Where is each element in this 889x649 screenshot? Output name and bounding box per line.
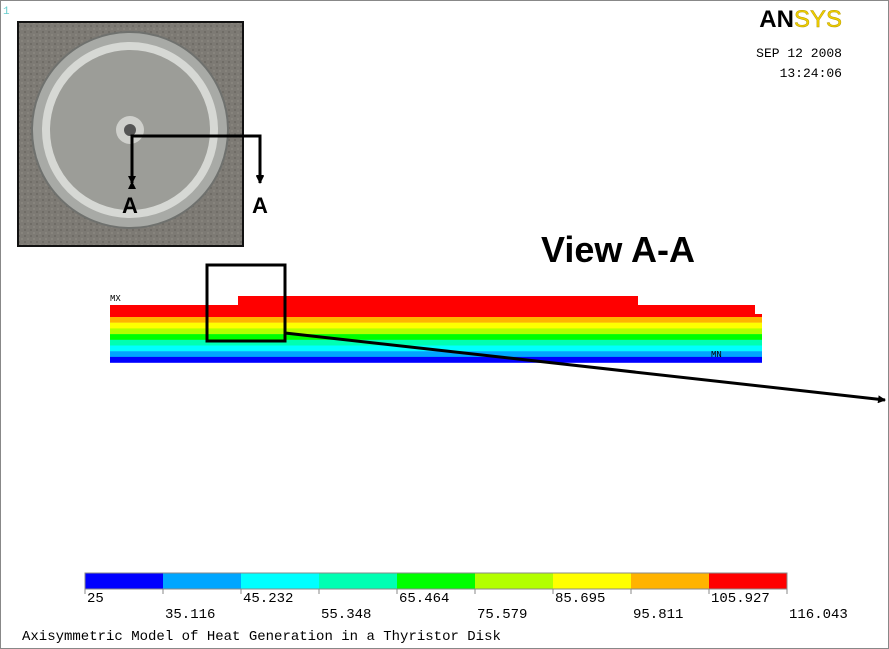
legend-label: 95.811 <box>633 607 683 623</box>
contour-band <box>110 351 762 358</box>
date: SEP 12 2008 <box>756 46 842 61</box>
legend-swatch <box>709 573 787 589</box>
legend-label: 65.464 <box>399 591 449 607</box>
contour-band <box>110 322 762 329</box>
legend-label: 75.579 <box>477 607 527 623</box>
section-label: A <box>122 193 138 218</box>
legend-swatch <box>475 573 553 589</box>
legend-label: 25 <box>87 591 104 607</box>
legend-swatch <box>397 573 475 589</box>
legend-swatch <box>319 573 397 589</box>
logo: ANSYS <box>759 6 842 33</box>
legend-label: 85.695 <box>555 591 605 607</box>
photo-inset: A A <box>17 21 268 247</box>
section-label: A <box>252 193 268 218</box>
max-label: MX <box>110 294 121 304</box>
contour-model <box>110 296 762 363</box>
contour-band <box>110 339 762 346</box>
window-number: 1 <box>3 6 10 18</box>
contour-band <box>110 328 762 335</box>
caption: Axisymmetric Model of Heat Generation in… <box>22 629 501 645</box>
contour-band <box>110 356 762 363</box>
logo-an: AN <box>759 6 794 33</box>
time: 13:24:06 <box>780 66 842 81</box>
legend-label: 35.116 <box>165 607 215 623</box>
zoom-box <box>205 263 287 343</box>
contour-band <box>110 334 762 340</box>
legend-swatch <box>85 573 163 589</box>
zoom-arrow <box>284 331 886 404</box>
legend-label: 55.348 <box>321 607 371 623</box>
legend-swatch <box>631 573 709 589</box>
logo-sys: SYS <box>794 6 842 33</box>
min-label: MN <box>711 350 722 360</box>
legend-swatch <box>553 573 631 589</box>
legend-label: 116.043 <box>789 607 848 623</box>
contour-band <box>110 317 762 323</box>
legend-swatch <box>163 573 241 589</box>
legend-swatch <box>241 573 319 589</box>
legend-label: 105.927 <box>711 591 770 607</box>
legend-border <box>84 572 788 590</box>
contour-band <box>110 296 762 317</box>
legend-label: 45.232 <box>243 591 293 607</box>
view-title: View A-A <box>541 229 695 270</box>
color-legend: 25 35.116 45.232 55.348 65.464 75.579 85.695 95… <box>84 572 848 623</box>
